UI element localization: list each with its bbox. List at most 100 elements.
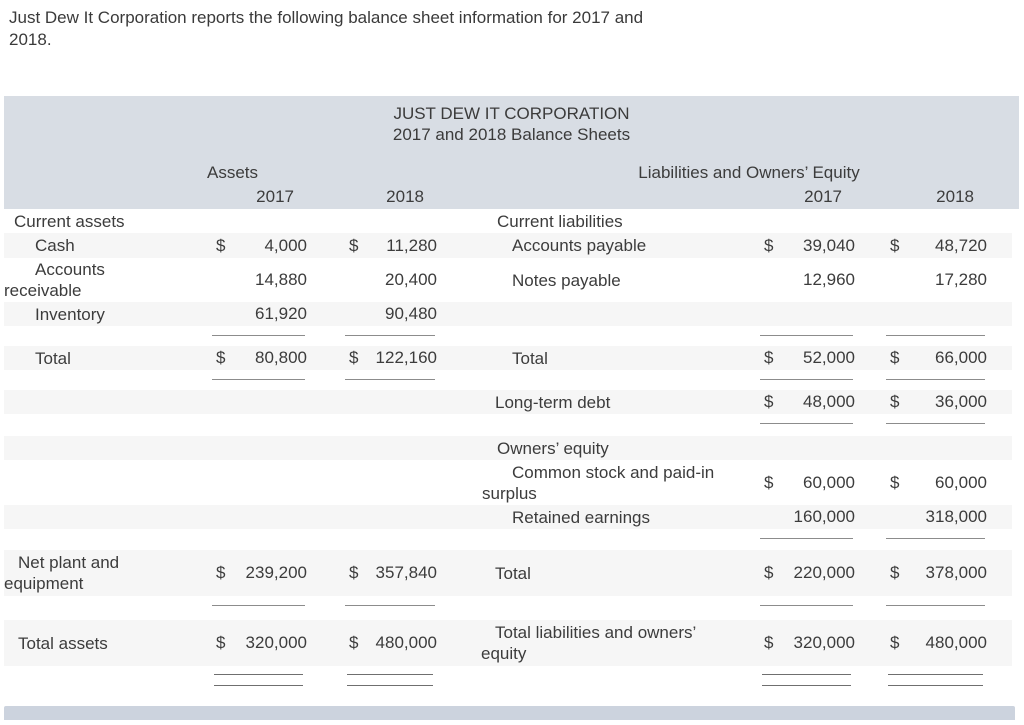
table-row-net-plant-total-equity: Net plant and equipment $239,200 $357,84… <box>4 550 1012 596</box>
dollar-sign: $ <box>349 563 359 582</box>
assets-year-2017: 2017 <box>256 187 294 206</box>
sum-rule-row-below-ltd <box>4 414 1012 436</box>
notes-payable-2017-cell: 12,960 <box>760 270 857 290</box>
sum-rule-row-above-totals <box>4 326 1012 346</box>
sum-rule <box>212 379 305 380</box>
dollar-sign: $ <box>349 235 359 255</box>
table-row-long-term-debt: Long-term debt $48,000 $36,000 <box>4 390 1012 414</box>
common-stock-2017-cell: $60,000 <box>760 473 857 493</box>
cash-2018-cell: $11,280 <box>345 236 439 256</box>
table-subtitle: 2017 and 2018 Balance Sheets <box>392 125 631 144</box>
dollar-sign: $ <box>764 472 774 492</box>
inventory-2018-value: 90,480 <box>385 304 437 323</box>
cash-2017-value: 4,000 <box>264 235 307 255</box>
net-plant-2017-value: 239,200 <box>245 563 307 582</box>
table-row-section-headers: Current assets Current liabilities <box>4 209 1012 233</box>
inventory-2017-value: 61,920 <box>255 304 307 323</box>
notes-payable-2018-cell: 17,280 <box>886 270 989 290</box>
sum-rule <box>760 335 853 336</box>
sum-rule <box>760 605 853 606</box>
next-panel-header-bar <box>4 706 1015 720</box>
total-owners-equity-2018-cell: $378,000 <box>886 563 989 583</box>
sum-rule <box>886 423 985 424</box>
dollar-sign: $ <box>890 348 900 367</box>
net-plant-equipment-label: Net plant and equipment <box>4 553 120 593</box>
dollar-sign: $ <box>216 563 226 582</box>
common-stock-2018-cell: $60,000 <box>886 473 989 493</box>
sum-rule <box>345 605 435 606</box>
total-assets-2017-cell: $320,000 <box>212 633 309 653</box>
cash-2017-cell: $4,000 <box>212 236 309 256</box>
total-current-liabilities-2018-value: 66,000 <box>935 348 987 367</box>
total-current-assets-2018-cell: $122,160 <box>345 348 439 368</box>
table-row-cash-accounts-payable: Cash $4,000 $11,280 Accounts payable $39… <box>4 233 1012 258</box>
dollar-sign: $ <box>349 633 359 652</box>
dollar-sign: $ <box>216 348 226 367</box>
net-plant-2018-cell: $357,840 <box>345 563 439 583</box>
sum-rule <box>760 423 853 424</box>
inventory-2017-cell: 61,920 <box>212 304 309 324</box>
retained-earnings-2017-value: 160,000 <box>793 507 855 526</box>
sum-rule-row-below-totals <box>4 370 1012 390</box>
total-owners-equity-2017-cell: $220,000 <box>760 563 857 583</box>
retained-earnings-label: Retained earnings <box>512 507 650 527</box>
retained-earnings-2018-cell: 318,000 <box>886 507 989 527</box>
problem-statement: Just Dew It Corporation reports the foll… <box>9 7 1024 51</box>
total-current-liabilities-2017-value: 52,000 <box>803 348 855 367</box>
year-header-row: 2017 2018 2017 2018 <box>4 185 1015 209</box>
double-sum-rule <box>214 674 303 686</box>
table-title: JUST DEW IT CORPORATION <box>393 104 630 123</box>
total-assets-2018-value: 480,000 <box>375 633 437 652</box>
double-sum-rule <box>347 674 433 686</box>
long-term-debt-2017-cell: $48,000 <box>760 392 857 412</box>
assets-year-2018: 2018 <box>386 187 424 206</box>
problem-statement-line1: Just Dew It Corporation reports the foll… <box>9 8 644 27</box>
total-owners-equity-label: Total <box>495 563 531 583</box>
double-sum-rule <box>888 674 983 686</box>
double-sum-rule <box>762 674 851 686</box>
accounts-payable-2018-value: 48,720 <box>935 235 987 255</box>
cash-label: Cash <box>35 236 75 255</box>
accounts-receivable-2018-value: 20,400 <box>385 270 437 289</box>
dollar-sign: $ <box>764 348 774 367</box>
retained-earnings-2017-cell: 160,000 <box>760 507 857 527</box>
common-stock-2017-value: 60,000 <box>803 472 855 492</box>
total-current-assets-label: Total <box>35 348 71 368</box>
common-stock-2018-value: 60,000 <box>935 472 987 492</box>
sum-rule <box>212 605 305 606</box>
net-plant-2017-cell: $239,200 <box>212 563 309 583</box>
total-liabilities-equity-label: Total liabilities and owners’ equity <box>481 623 696 663</box>
assets-header: Assets <box>207 163 259 182</box>
total-liabilities-equity-2018-value: 480,000 <box>925 633 987 652</box>
table-row-current-totals: Total $80,800 $122,160 Total $52,000 $66… <box>4 346 1012 370</box>
net-plant-2018-value: 357,840 <box>375 563 437 582</box>
sum-rule-row-below-retained <box>4 529 1012 550</box>
table-row-grand-totals: Total assets $320,000 $480,000 Total lia… <box>4 620 1012 666</box>
total-owners-equity-2017-value: 220,000 <box>793 563 855 582</box>
sum-rule <box>760 379 853 380</box>
total-liabilities-equity-2018-cell: $480,000 <box>886 633 989 653</box>
section-header-row: Assets Liabilities and Owners’ Equity <box>4 160 1015 185</box>
accounts-payable-2018-cell: $48,720 <box>886 236 989 256</box>
common-stock-label: Common stock and paid-in surplus <box>482 462 715 503</box>
table-row-owners-equity-header: Owners’ equity <box>4 436 1012 460</box>
long-term-debt-label: Long-term debt <box>495 392 611 412</box>
inventory-2018-cell: 90,480 <box>345 304 439 324</box>
notes-payable-label: Notes payable <box>512 270 621 290</box>
accounts-payable-2017-cell: $39,040 <box>760 236 857 256</box>
problem-statement-line2: 2018. <box>9 30 52 49</box>
long-term-debt-2018-cell: $36,000 <box>886 392 989 412</box>
table-row-common-stock: Common stock and paid-in surplus $60,000… <box>4 460 1012 505</box>
long-term-debt-2017-value: 48,000 <box>803 392 855 411</box>
current-liabilities-label: Current liabilities <box>497 211 623 231</box>
total-liabilities-equity-2017-cell: $320,000 <box>760 633 857 653</box>
sum-rule <box>886 335 985 336</box>
total-liabilities-equity-2017-value: 320,000 <box>793 633 855 652</box>
total-current-assets-2018-value: 122,160 <box>375 348 437 367</box>
total-current-assets-2017-cell: $80,800 <box>212 348 309 368</box>
dollar-sign: $ <box>764 563 774 582</box>
total-assets-2017-value: 320,000 <box>245 633 307 652</box>
dollar-sign: $ <box>890 472 900 492</box>
table-header-band: JUST DEW IT CORPORATION 2017 and 2018 Ba… <box>4 96 1019 209</box>
total-current-liabilities-label: Total <box>512 348 548 368</box>
